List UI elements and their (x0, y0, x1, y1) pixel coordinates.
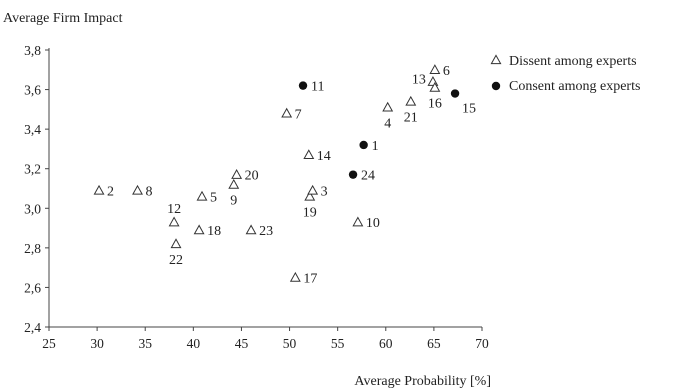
dissent-point-marker (307, 184, 319, 195)
consent-point-marker (450, 89, 460, 98)
dissent-point-marker (196, 190, 208, 201)
point-label: 5 (210, 190, 217, 205)
point-label: 18 (207, 224, 221, 239)
point-label: 1 (372, 139, 379, 154)
x-tick-label: 40 (187, 336, 201, 351)
dissent-point-marker (231, 169, 243, 179)
consent-point-marker (348, 170, 358, 179)
y-tick-label: 3,6 (24, 83, 41, 98)
dissent-point-marker (289, 271, 301, 282)
y-tick-label: 2,4 (24, 320, 41, 335)
point-label: 2 (107, 184, 114, 199)
dissent-point-marker (304, 190, 316, 201)
x-tick-label: 45 (235, 336, 249, 351)
x-tick-label: 65 (427, 336, 441, 351)
point-label: 11 (311, 80, 324, 95)
point-label: 22 (169, 253, 183, 268)
x-tick-label: 70 (475, 336, 489, 351)
dissent-point-marker (132, 184, 143, 195)
dissent-point-marker (168, 216, 180, 227)
legend: Dissent among experts Consent among exper… (490, 54, 640, 94)
x-axis-title: Average Probability [%] (354, 374, 491, 388)
x-tick-label: 30 (90, 336, 104, 351)
point-label: 23 (259, 224, 273, 239)
point-label: 17 (303, 272, 317, 287)
y-tick-label: 2,8 (24, 241, 41, 256)
dissent-point-marker (303, 149, 315, 160)
y-tick-label: 3,0 (24, 201, 41, 216)
dissent-point-marker (429, 81, 441, 92)
x-tick-label: 55 (331, 336, 345, 351)
dissent-point-marker (281, 107, 293, 118)
dissent-point-marker (352, 216, 364, 227)
dissent-point-marker (427, 76, 439, 86)
axes: 25 30 35 40 45 50 55 60 65 702,42,62,83,03,23,43,… (24, 43, 489, 351)
point-label: 15 (462, 102, 476, 117)
consent-point-marker (359, 140, 368, 150)
point-label: 10 (366, 216, 380, 231)
legend-label: Dissent among experts (509, 54, 637, 69)
point-label: 19 (303, 205, 317, 220)
point-label: 6 (443, 64, 450, 79)
point-label: 12 (167, 202, 181, 217)
y-tick-label: 3,4 (24, 122, 41, 137)
dissent-point-marker (93, 184, 105, 195)
dissent-point-marker (193, 224, 205, 235)
point-label: 4 (384, 116, 391, 131)
y-tick-label: 3,8 (24, 43, 41, 58)
legend-triangle-icon (490, 54, 502, 65)
y-tick-label: 3,2 (24, 162, 41, 177)
y-axis-title: Average Firm Impact (3, 11, 123, 26)
point-label: 21 (404, 110, 418, 125)
dissent-point-marker (382, 101, 394, 112)
legend-label: Consent among experts (509, 79, 640, 94)
dissent-point-marker (245, 224, 257, 235)
point-label: 20 (245, 169, 259, 184)
dissent-point-marker (228, 178, 240, 189)
x-tick-label: 60 (379, 336, 393, 351)
point-label: 9 (230, 194, 237, 209)
point-label: 24 (361, 169, 375, 184)
point-label: 16 (428, 97, 442, 112)
dissent-point-marker (405, 95, 417, 106)
point-label: 13 (412, 73, 426, 88)
point-label: 14 (317, 149, 331, 164)
point-label: 3 (321, 184, 328, 199)
legend-dot-icon (491, 81, 501, 91)
dissent-point-marker (429, 64, 441, 74)
y-tick-label: 2,6 (24, 280, 41, 295)
x-tick-label: 50 (283, 336, 297, 351)
x-tick-label: 25 (42, 336, 56, 351)
x-tick-label: 35 (138, 336, 152, 351)
consent-point-marker (298, 81, 308, 90)
point-label: 8 (146, 184, 153, 199)
point-label: 7 (295, 107, 302, 122)
dissent-point-marker (170, 238, 182, 249)
